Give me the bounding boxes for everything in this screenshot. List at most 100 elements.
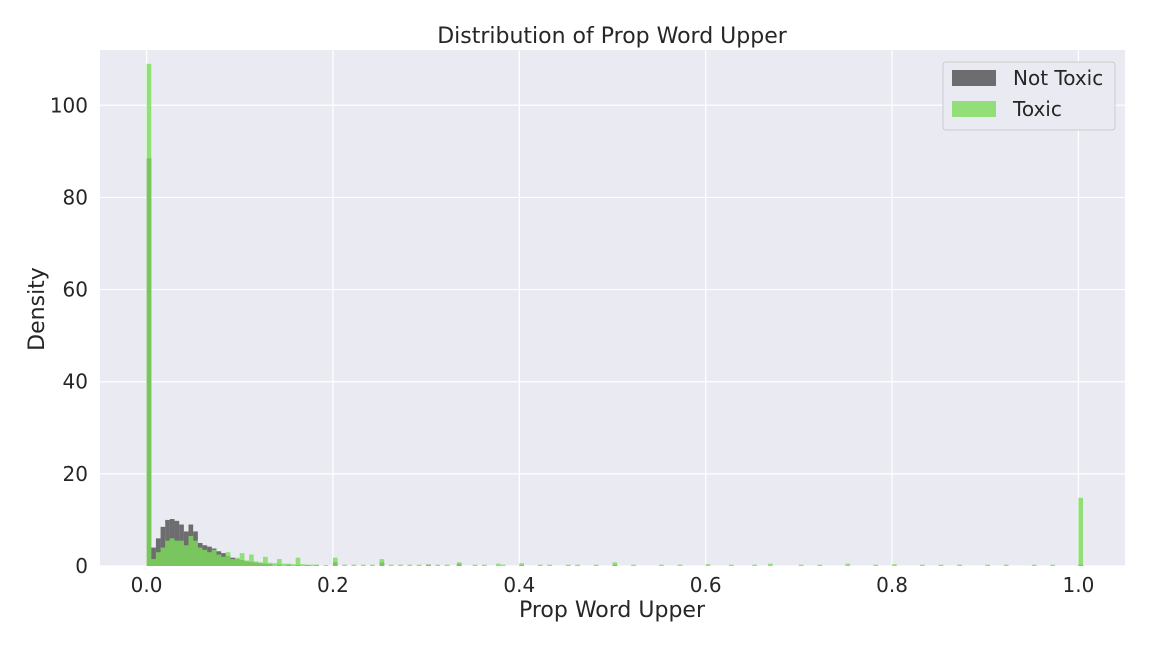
bar-toxic	[249, 554, 254, 566]
bar-toxic	[677, 564, 683, 566]
y-tick-label: 0	[75, 554, 88, 578]
bar-toxic	[165, 540, 170, 566]
bar-toxic	[188, 536, 194, 566]
bar-toxic	[472, 564, 478, 566]
bar-toxic	[920, 564, 925, 566]
bar-toxic	[286, 563, 292, 566]
bar-toxic	[426, 564, 431, 566]
bar-toxic	[351, 564, 357, 566]
bar-toxic	[388, 564, 394, 566]
bar-toxic	[305, 564, 310, 566]
y-tick-label: 40	[63, 370, 88, 394]
bar-toxic	[1078, 497, 1084, 566]
x-tick-label: 0.2	[317, 573, 349, 597]
histogram-bars	[146, 63, 1084, 566]
bar-toxic	[146, 63, 152, 566]
x-axis-label: Prop Word Upper	[519, 598, 706, 623]
bar-toxic	[160, 547, 166, 566]
bar-toxic	[768, 563, 773, 566]
bar-toxic	[332, 557, 338, 566]
bar-toxic	[873, 564, 879, 566]
y-tick-label: 60	[63, 278, 88, 302]
x-tick-label: 0.6	[690, 573, 722, 597]
bar-toxic	[323, 565, 329, 566]
bar-toxic	[202, 549, 208, 566]
bar-toxic	[239, 553, 245, 566]
chart-title: Distribution of Prop Word Upper	[437, 24, 788, 49]
grid-lines	[100, 50, 1125, 567]
bar-toxic	[416, 564, 422, 566]
bar-toxic	[360, 564, 366, 566]
bar-toxic	[938, 564, 944, 566]
bar-toxic	[407, 564, 413, 566]
bar-toxic	[547, 564, 552, 566]
legend: Not Toxic Toxic	[942, 61, 1116, 131]
x-tick-label: 0.4	[503, 573, 535, 597]
bar-toxic	[258, 562, 264, 566]
bar-toxic	[593, 564, 599, 566]
bar-toxic	[174, 540, 180, 566]
legend-label-toxic: Toxic	[1012, 97, 1062, 121]
bar-not-toxic	[160, 526, 166, 566]
bar-toxic	[565, 564, 571, 566]
bar-toxic	[631, 564, 636, 566]
bar-toxic	[496, 563, 501, 566]
bar-toxic	[659, 564, 664, 566]
bar-toxic	[435, 564, 441, 566]
bar-toxic	[500, 564, 506, 566]
bar-toxic	[151, 559, 156, 566]
bar-toxic	[272, 563, 278, 566]
bar-toxic	[1031, 564, 1037, 566]
bar-toxic	[183, 545, 189, 566]
bar-toxic	[155, 552, 161, 566]
bar-toxic	[1050, 564, 1056, 566]
bar-not-toxic	[151, 547, 156, 566]
legend-swatch-not-toxic	[952, 70, 996, 86]
bar-toxic	[537, 564, 543, 566]
bar-toxic	[482, 564, 487, 566]
bar-toxic	[277, 559, 282, 566]
bar-toxic	[798, 564, 804, 566]
x-tick-labels: 0.0 0.2 0.4 0.6 0.8 1.0	[131, 573, 1095, 597]
bar-toxic	[370, 564, 375, 566]
y-tick-label: 20	[63, 462, 88, 486]
x-tick-label: 0.0	[131, 573, 163, 597]
bar-toxic	[263, 556, 268, 566]
bar-toxic	[575, 564, 580, 566]
legend-swatch-toxic	[952, 101, 996, 117]
bar-toxic	[612, 562, 618, 566]
y-tick-label: 100	[50, 93, 88, 117]
bar-toxic	[817, 564, 823, 566]
bar-toxic	[752, 564, 757, 566]
bar-toxic	[985, 564, 990, 566]
bar-toxic	[519, 563, 524, 566]
bar-toxic	[444, 564, 450, 566]
y-tick-label: 80	[63, 185, 88, 209]
bar-toxic	[225, 552, 231, 566]
bar-toxic	[342, 564, 347, 566]
x-tick-label: 0.8	[876, 573, 908, 597]
bar-toxic	[169, 538, 175, 566]
plot-area	[100, 50, 1125, 566]
legend-label-not-toxic: Not Toxic	[1013, 66, 1103, 90]
bar-toxic	[456, 562, 462, 566]
bar-toxic	[309, 564, 315, 566]
bar-toxic	[728, 564, 734, 566]
bar-toxic	[267, 562, 273, 566]
bar-toxic	[300, 564, 305, 566]
bar-toxic	[207, 552, 212, 566]
bar-toxic	[197, 547, 203, 566]
bar-toxic	[892, 564, 897, 566]
bar-toxic	[845, 563, 851, 566]
bar-toxic	[379, 559, 385, 566]
bar-toxic	[281, 563, 287, 566]
bar-toxic	[957, 564, 962, 566]
bar-toxic	[253, 561, 259, 566]
bar-toxic	[705, 564, 711, 566]
bar-toxic	[179, 540, 184, 566]
bar-toxic	[221, 556, 226, 566]
y-axis-label: Density	[25, 267, 50, 351]
bar-toxic	[193, 540, 198, 566]
y-tick-labels: 0 20 40 60 80 100	[50, 93, 88, 578]
